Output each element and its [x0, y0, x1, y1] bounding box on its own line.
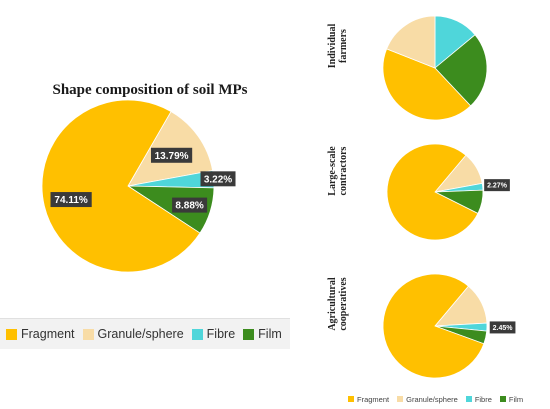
data-label-text: 3.22% [204, 174, 232, 185]
pie-large-scale-contractors: 2.27% [386, 143, 510, 241]
pie-slice-film [434, 34, 488, 107]
legend-item-fragment: Fragment [348, 395, 389, 404]
legend-swatch [82, 328, 94, 340]
pie-slice-fragment [386, 143, 479, 241]
legend-label: Fibre [206, 327, 236, 341]
main-pie-chart: 13.79% 3.22% 8.88% 74.11% [41, 99, 236, 273]
legend-item-fragment: Fragment [6, 327, 75, 341]
pie-slice-fragment [41, 99, 201, 273]
main-chart-panel: Shape composition of soil MPs 13.79% 3.22… [0, 82, 290, 349]
pie-slice-fragment [382, 273, 485, 379]
data-label: 3.22% [200, 171, 236, 187]
legend-swatch [6, 328, 17, 340]
legend-item-granule: Granule/sphere [397, 395, 458, 404]
legend-item-film: Film [499, 394, 524, 404]
data-label-text: 2.45% [493, 325, 514, 332]
data-label-box [489, 321, 516, 334]
legend-label: Fragment [21, 327, 75, 341]
data-label-text: 8.88% [175, 201, 203, 212]
legend-swatch [499, 396, 506, 402]
legend-label: Film [508, 394, 524, 404]
pie-agricultural-cooperatives: 2.45% [382, 273, 516, 379]
data-label-box [484, 179, 510, 192]
main-legend: Fragment Granule/sphere Fibre Film [0, 318, 290, 349]
chart-title: Shape composition of soil MPs [52, 82, 248, 98]
data-label: 2.27% [484, 179, 510, 192]
data-label-text: 2.27% [487, 183, 508, 190]
data-label: 13.79% [150, 147, 193, 163]
legend-label: Fibre [474, 394, 492, 404]
legend-swatch [465, 396, 472, 402]
data-label: 74.11% [50, 192, 92, 208]
legend-label: Film [258, 327, 282, 341]
legend-swatch [397, 396, 404, 402]
legend-item-film: Film [243, 327, 282, 341]
legend-item-fibre: Fibre [465, 394, 492, 404]
pie-slice-granule-sphere [386, 15, 436, 69]
legend-swatch [348, 396, 354, 402]
legend-item-granule: Granule/sphere [82, 327, 184, 341]
data-label-text: 74.11% [54, 195, 87, 206]
legend-item-fibre: Fibre [191, 327, 236, 341]
data-label-box [50, 192, 92, 208]
legend-label: Granule/sphere [406, 394, 458, 404]
data-label-box [150, 147, 193, 163]
data-label: 2.45% [489, 321, 516, 334]
pie-slice-fragment [382, 48, 472, 121]
group-legend: Fragment Granule/sphere Fibre Film [318, 392, 550, 406]
data-label-text: 13.79% [155, 151, 189, 162]
data-label: 8.88% [172, 197, 208, 213]
data-label-box [200, 171, 236, 187]
group-charts-panel: Individual farmers Large-scale contracto… [318, 0, 550, 409]
data-label-box [172, 197, 208, 213]
legend-swatch [191, 328, 203, 340]
legend-swatch [243, 328, 255, 340]
legend-label: Granule/sphere [97, 327, 184, 341]
pie-individual-farmers [382, 15, 488, 121]
legend-label: Fragment [357, 394, 390, 404]
